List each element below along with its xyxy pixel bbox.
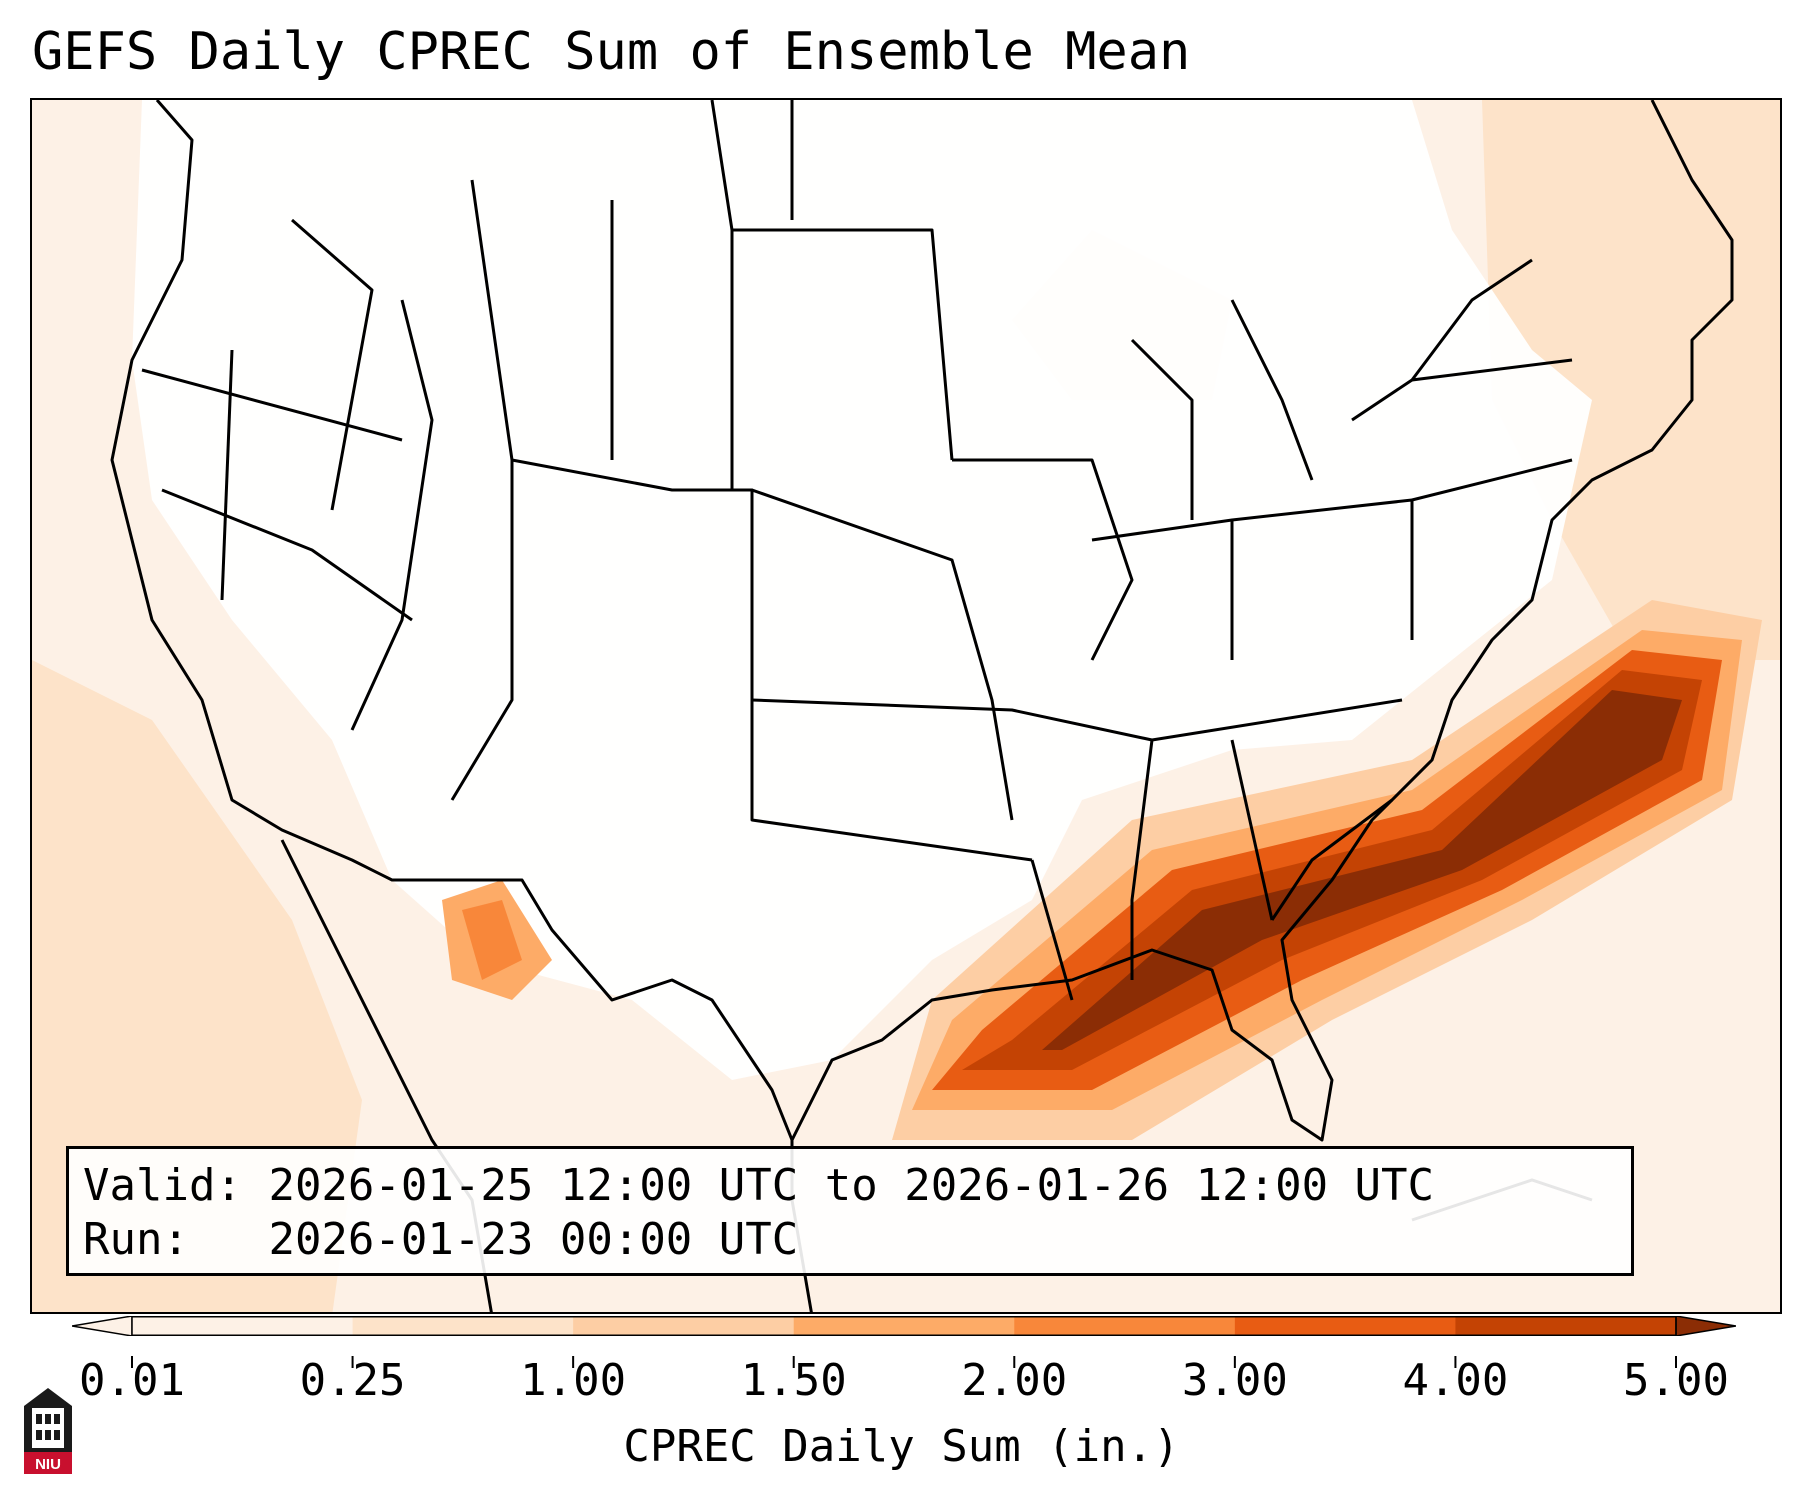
- run-line: Run: 2026-01-23 00:00 UTC: [83, 1213, 1617, 1267]
- colorbar-segment: [1234, 1316, 1456, 1336]
- valid-line: Valid: 2026-01-25 12:00 UTC to 2026-01-2…: [83, 1159, 1617, 1213]
- colorbar-tick-label: 5.00: [1623, 1355, 1729, 1406]
- map-canvas: [32, 100, 1780, 1312]
- colorbar: [72, 1316, 1736, 1336]
- run-value: 2026-01-23 00:00 UTC: [268, 1214, 799, 1265]
- colorbar-segment: [573, 1316, 795, 1336]
- colorbar-segment: [1455, 1316, 1677, 1336]
- colorbar-segment: [132, 1316, 354, 1336]
- valid-label: Valid:: [83, 1160, 242, 1211]
- colorbar-ticks: [131, 1356, 1677, 1368]
- colorbar-tick-label: 3.00: [1181, 1355, 1288, 1406]
- colorbar-segment: [793, 1316, 1015, 1336]
- map-title: GEFS Daily CPREC Sum of Ensemble Mean: [32, 22, 1191, 82]
- colorbar-tick-label: 4.00: [1402, 1355, 1509, 1406]
- colorbar-segment: [352, 1316, 574, 1336]
- run-label: Run:: [83, 1214, 242, 1265]
- colorbar-outline: [131, 1316, 1677, 1336]
- precipitation-map: [30, 98, 1782, 1314]
- precip-moderate-sw-core: [462, 900, 522, 980]
- colorbar-under-arrow: [72, 1316, 133, 1336]
- us-state-borders: [110, 100, 1734, 1142]
- valid-value: 2026-01-25 12:00 UTC to 2026-01-26 12:00…: [268, 1160, 1435, 1211]
- colorbar-label: CPREC Daily Sum (in.): [623, 1421, 1180, 1472]
- colorbar-over-arrow: [1675, 1316, 1736, 1336]
- logo-text: NIU: [35, 1456, 61, 1473]
- valid-run-info-box: Valid: 2026-01-25 12:00 UTC to 2026-01-2…: [66, 1146, 1634, 1276]
- colorbar-tick-label: 2.00: [961, 1355, 1068, 1406]
- university-tower-logo: NIU: [24, 1388, 72, 1474]
- colorbar-segment: [1014, 1316, 1236, 1336]
- colorbar-tick-label: 1.50: [740, 1355, 847, 1406]
- colorbar-tick-label: 0.25: [299, 1355, 406, 1406]
- precip-gulf-swath: [892, 600, 1762, 1140]
- colorbar-tick-label: 1.00: [520, 1355, 627, 1406]
- colorbar-tick-label: 0.01: [79, 1355, 185, 1406]
